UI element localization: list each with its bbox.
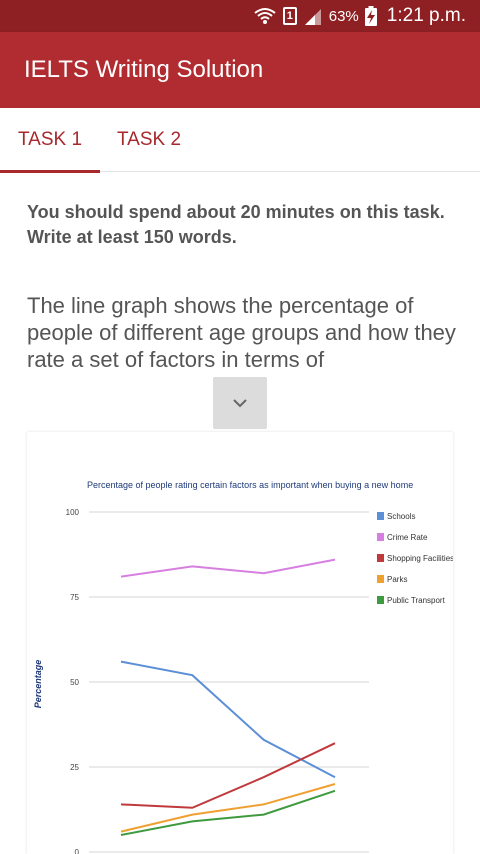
task-instructions: You should spend about 20 minutes on thi… <box>27 202 445 247</box>
legend-label: Schools <box>387 512 415 521</box>
signal-icon <box>303 7 323 25</box>
y-tick-label: 25 <box>70 763 79 772</box>
battery-level: 63% <box>328 7 359 25</box>
series-line-parks <box>120 783 336 833</box>
y-tick-label: 75 <box>70 593 79 602</box>
y-axis-label: Percentage <box>33 660 43 709</box>
expand-description-button[interactable] <box>213 377 267 429</box>
line-chart: Percentage of people rating certain fact… <box>33 480 453 854</box>
task-chart: Percentage of people rating certain fact… <box>27 432 453 854</box>
series-line-public-transport <box>120 789 336 836</box>
app-bar: IELTS Writing Solution <box>0 32 480 108</box>
wifi-icon <box>253 6 277 26</box>
chevron-down-icon <box>233 399 247 408</box>
series-line-crime-rate <box>120 558 336 578</box>
tab-task-2[interactable]: TASK 2 <box>116 129 182 150</box>
tab-task-1[interactable]: TASK 1 <box>0 108 100 173</box>
legend-label: Crime Rate <box>387 533 428 542</box>
y-tick-label: 50 <box>70 678 79 687</box>
battery-charging-icon <box>364 6 377 26</box>
y-tick-label: 0 <box>75 848 80 854</box>
legend-label: Parks <box>387 575 407 584</box>
series-line-schools <box>120 660 336 779</box>
legend-label: Shopping Facilities <box>387 554 453 563</box>
legend-swatch <box>377 596 384 604</box>
legend-label: Public Transport <box>387 596 446 605</box>
y-tick-label: 100 <box>66 508 80 517</box>
status-time: 1:21 p.m. <box>386 5 466 26</box>
series-line-shopping-facilities <box>120 742 336 809</box>
legend-swatch <box>377 554 384 562</box>
legend-swatch <box>377 575 384 583</box>
status-bar: 1 63% 1:21 p.m. <box>0 0 480 32</box>
legend-swatch <box>377 533 384 541</box>
legend-swatch <box>377 512 384 520</box>
task-tabs: TASK 1 TASK 2 <box>0 108 480 173</box>
sim-icon: 1 <box>282 7 297 25</box>
task-description: The line graph shows the percentage of p… <box>27 293 456 372</box>
app-title: IELTS Writing Solution <box>24 56 264 83</box>
chart-title: Percentage of people rating certain fact… <box>87 480 413 490</box>
